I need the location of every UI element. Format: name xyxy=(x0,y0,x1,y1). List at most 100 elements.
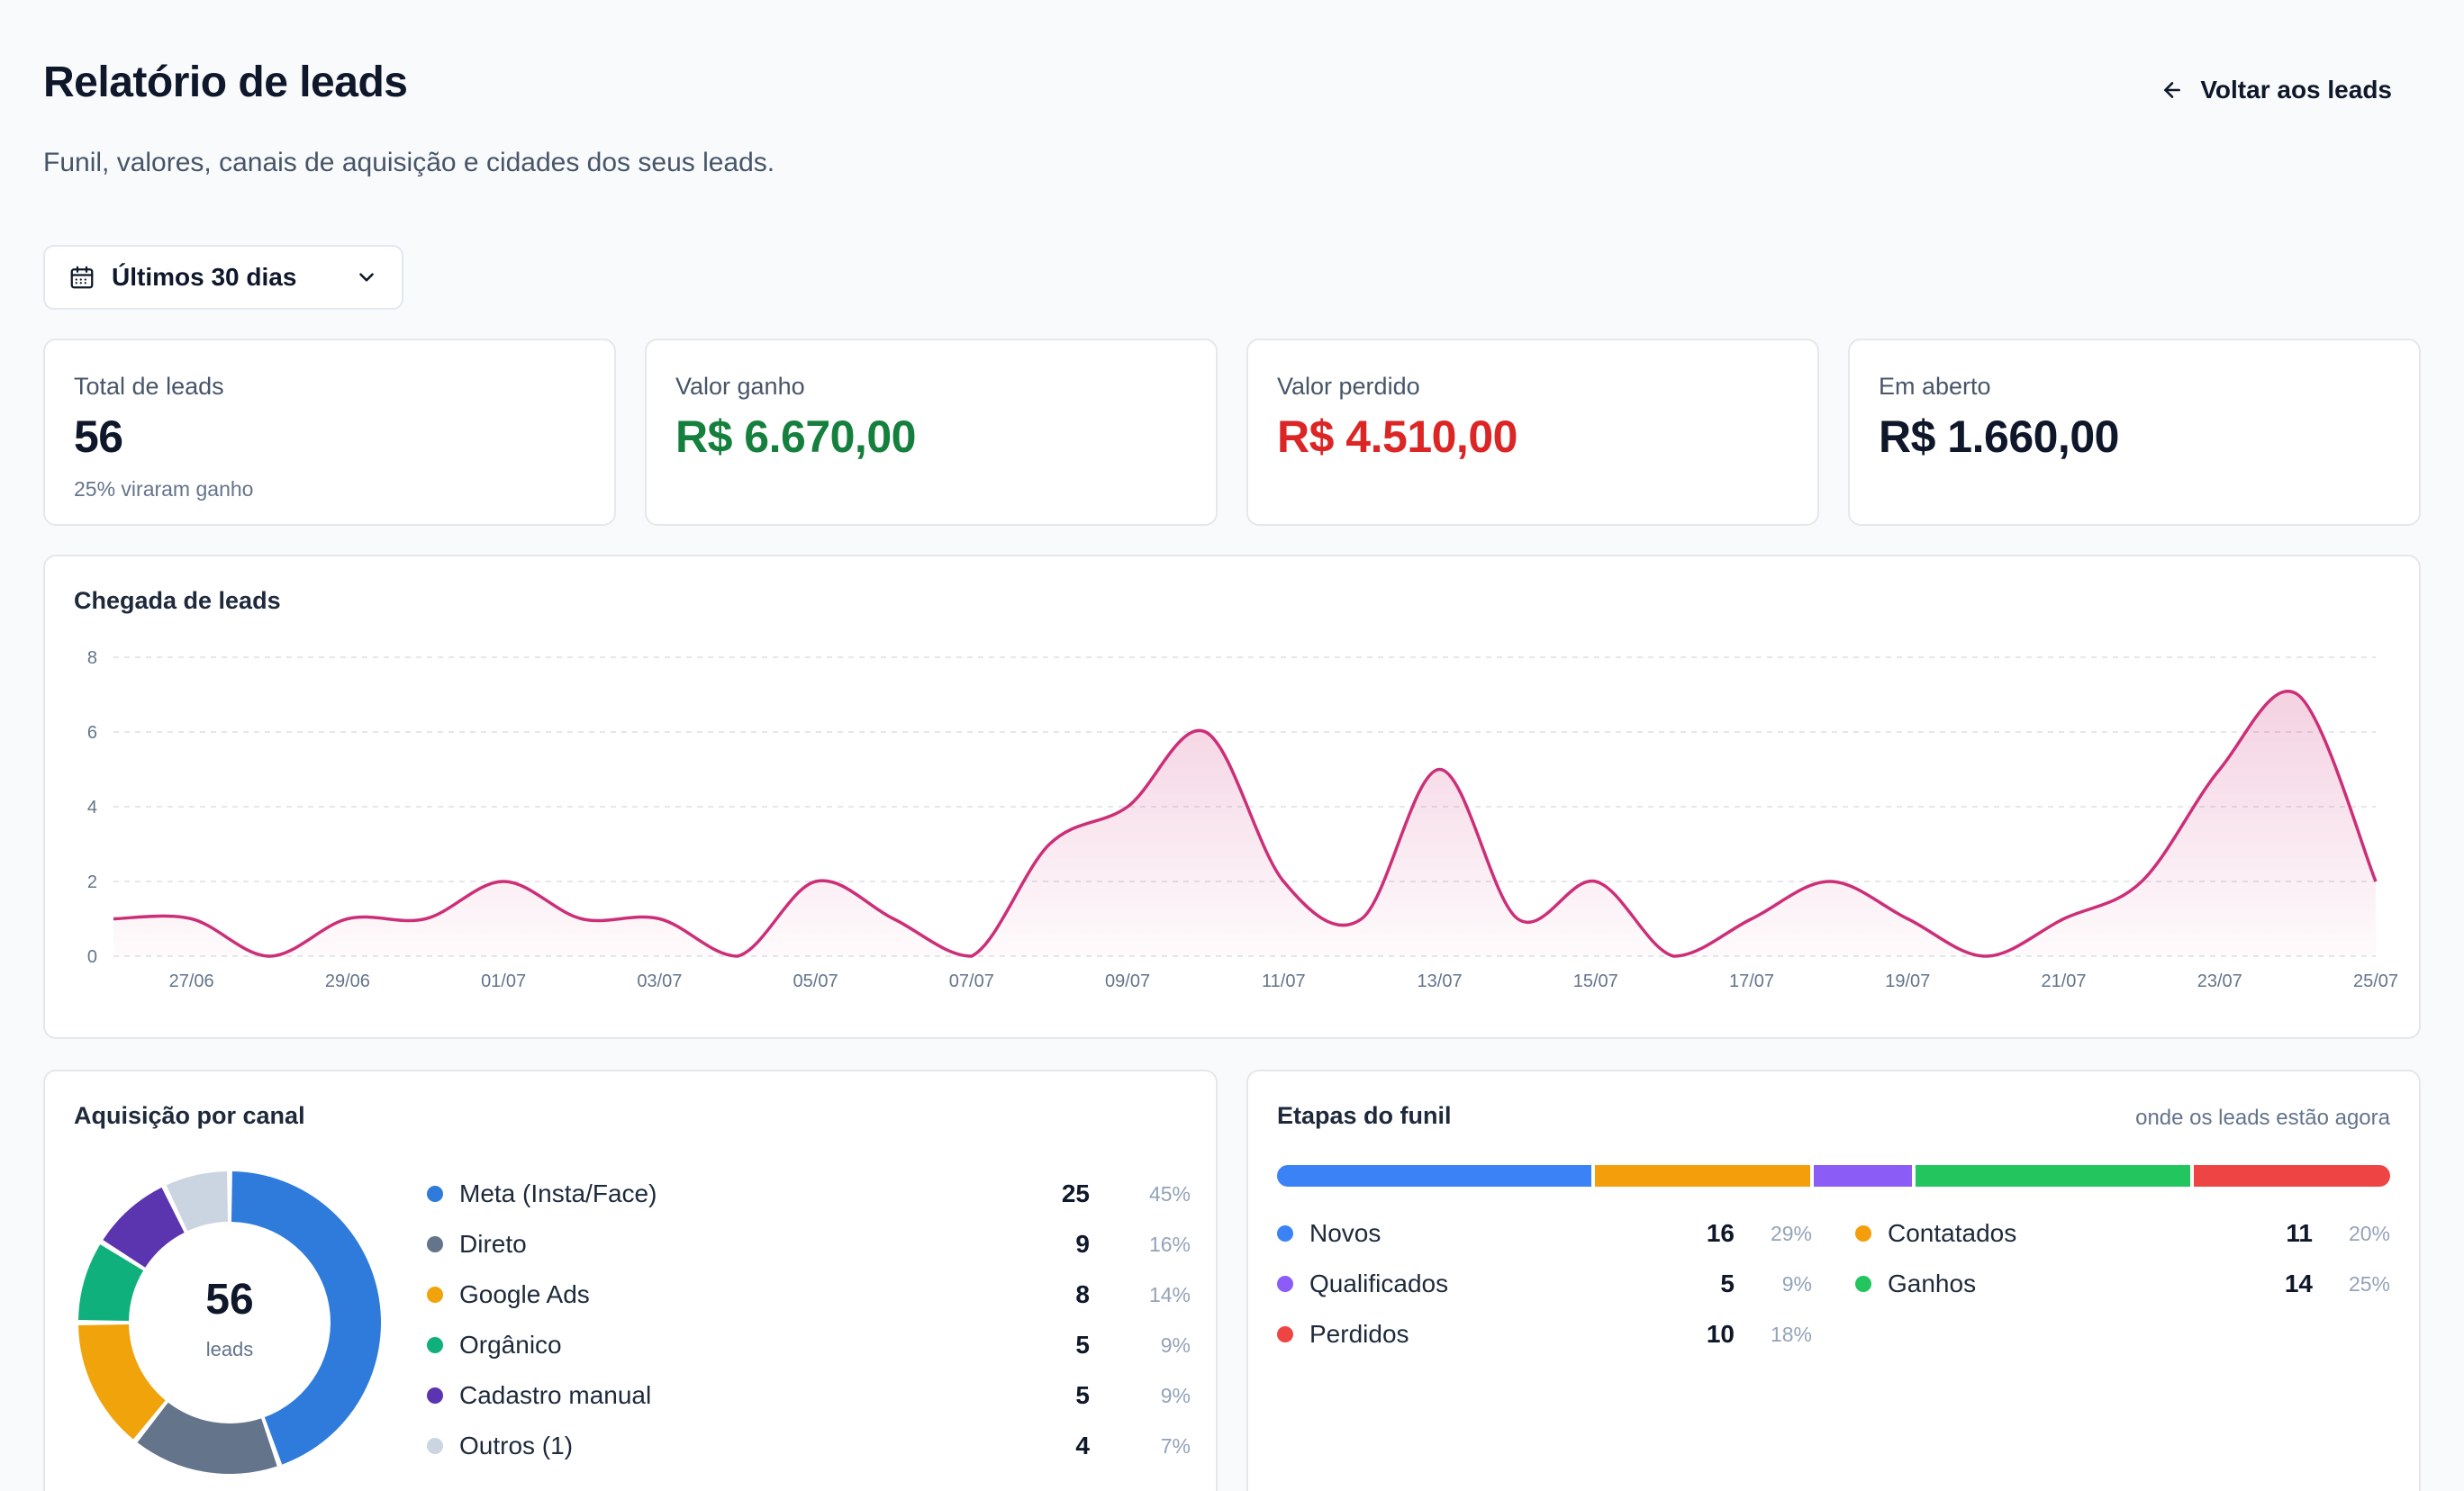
channel-pct: 9% xyxy=(1160,1383,1191,1407)
y-tick-label: 8 xyxy=(87,648,97,668)
kpi-card-total-leads: Total de leads 56 25% viraram ganho xyxy=(43,339,616,526)
channel-name: Google Ads xyxy=(459,1280,590,1308)
funnel-legend-item: Perdidos 10 18% xyxy=(1277,1316,1812,1352)
legend-dot xyxy=(1277,1225,1293,1242)
donut-slice xyxy=(103,1187,185,1268)
stage-name: Perdidos xyxy=(1309,1320,1409,1348)
chevron-down-icon xyxy=(359,273,374,282)
channel-legend-item: Outros (1) 4 7% xyxy=(427,1428,1191,1464)
leads-arrival-card: Chegada de leads 0 2 4 6 8 27/06 29/06 01/07 03/… xyxy=(43,555,2421,1039)
x-tick-label: 01/07 xyxy=(481,971,526,991)
x-tick-label: 17/07 xyxy=(1729,971,1774,991)
funnel-legend-item: Contatados 11 20% xyxy=(1855,1215,2390,1252)
kpi-value: 56 xyxy=(74,411,123,462)
stage-count: 5 xyxy=(1720,1270,1735,1297)
channel-count: 4 xyxy=(1075,1432,1090,1459)
x-tick-label: 23/07 xyxy=(2197,971,2242,991)
channel-pct: 45% xyxy=(1148,1181,1191,1206)
stage-pct: 29% xyxy=(1770,1221,1812,1245)
x-tick-label: 09/07 xyxy=(1105,971,1150,991)
legend-dot xyxy=(1855,1276,1871,1292)
channel-legend-item: Google Ads 8 14% xyxy=(427,1277,1191,1313)
kpi-card-won-value: Valor ganho R$ 6.670,00 xyxy=(645,339,1218,526)
x-tick-label: 15/07 xyxy=(1573,971,1618,991)
donut-total: 56 xyxy=(205,1276,254,1324)
funnel-bar-segment xyxy=(1277,1165,1591,1187)
legend-dot xyxy=(427,1387,443,1404)
series-line xyxy=(113,690,2378,958)
x-tick-label: 13/07 xyxy=(1418,971,1463,991)
x-tick-label: 07/07 xyxy=(949,971,994,991)
kpi-value: R$ 6.670,00 xyxy=(675,411,916,462)
funnel-legend-item: Qualificados 5 9% xyxy=(1277,1266,1812,1302)
kpi-label: Valor ganho xyxy=(675,373,805,400)
channel-pct: 14% xyxy=(1148,1282,1191,1306)
channel-name: Orgânico xyxy=(459,1331,562,1359)
x-tick-label: 25/07 xyxy=(2353,971,2398,991)
legend-dot xyxy=(427,1337,443,1353)
funnel-bar-segment xyxy=(1814,1165,1913,1187)
legend-dot xyxy=(1855,1225,1871,1242)
y-tick-label: 0 xyxy=(87,947,97,967)
x-tick-label: 03/07 xyxy=(637,971,682,991)
stage-name: Novos xyxy=(1309,1219,1381,1247)
funnel-legend-item: Novos 16 29% xyxy=(1277,1215,1812,1252)
kpi-note: 25% viraram ganho xyxy=(74,477,254,501)
calendar-icon xyxy=(70,266,94,289)
back-link-label: Voltar aos leads xyxy=(2200,76,2392,104)
leads-arrival-title: Chegada de leads xyxy=(74,587,281,614)
channel-name: Cadastro manual xyxy=(459,1381,652,1409)
kpi-card-lost-value: Valor perdido R$ 4.510,00 xyxy=(1246,339,1819,526)
channel-count: 5 xyxy=(1075,1381,1090,1409)
donut-slice xyxy=(231,1171,382,1465)
donut-slice xyxy=(166,1171,229,1232)
x-tick-label: 29/06 xyxy=(325,971,370,991)
channel-legend-item: Cadastro manual 5 9% xyxy=(427,1378,1191,1414)
funnel-bar-segment xyxy=(1594,1165,1811,1187)
legend-dot xyxy=(427,1236,443,1252)
stage-name: Qualificados xyxy=(1309,1270,1449,1297)
donut-slice xyxy=(137,1402,277,1474)
x-tick-label: 21/07 xyxy=(2041,971,2086,991)
stage-count: 11 xyxy=(2286,1219,2313,1247)
x-tick-label: 27/06 xyxy=(169,971,214,991)
y-tick-label: 2 xyxy=(87,872,97,892)
channel-name: Meta (Insta/Face) xyxy=(459,1179,657,1207)
period-select[interactable]: Últimos 30 dias xyxy=(43,245,403,310)
channel-name: Outros (1) xyxy=(459,1432,574,1459)
funnel-card: Etapas do funil onde os leads estão agor… xyxy=(1246,1070,2421,1491)
page-subtitle: Funil, valores, canais de aquisição e ci… xyxy=(43,148,775,177)
channel-count: 25 xyxy=(1061,1179,1090,1207)
channel-pct: 7% xyxy=(1160,1433,1191,1458)
funnel-hint: onde os leads estão agora xyxy=(2135,1106,2390,1130)
y-tick-label: 6 xyxy=(87,723,97,743)
kpi-label: Total de leads xyxy=(74,373,224,400)
channel-pct: 9% xyxy=(1160,1333,1191,1357)
leads-arrival-chart: 0 2 4 6 8 27/06 29/06 01/07 03/07 05/07 07/07 09/07… xyxy=(87,648,2398,991)
stage-pct: 9% xyxy=(1781,1271,1812,1296)
stage-count: 16 xyxy=(1706,1219,1735,1247)
donut-total-unit: leads xyxy=(205,1338,254,1360)
funnel-bar-segment xyxy=(2194,1165,2390,1187)
channels-card: Aquisição por canal 56 leads Meta (Insta… xyxy=(43,1070,1218,1491)
legend-dot xyxy=(427,1186,443,1202)
channel-legend-item: Meta (Insta/Face) 25 45% xyxy=(427,1176,1191,1212)
donut-slice xyxy=(78,1324,166,1440)
channel-count: 8 xyxy=(1075,1280,1090,1308)
channels-title: Aquisição por canal xyxy=(74,1102,305,1129)
funnel-title: Etapas do funil xyxy=(1277,1102,1452,1129)
series-area xyxy=(113,691,2376,956)
stage-count: 14 xyxy=(2284,1270,2313,1297)
back-to-leads-link[interactable]: Voltar aos leads xyxy=(2161,76,2392,104)
channel-name: Direto xyxy=(459,1230,527,1258)
stage-pct: 18% xyxy=(1770,1322,1812,1346)
kpi-value: R$ 1.660,00 xyxy=(1879,411,2119,462)
channel-count: 5 xyxy=(1075,1331,1090,1359)
arrow-left-icon xyxy=(2164,82,2181,98)
funnel-stacked-bar xyxy=(1277,1165,2390,1187)
x-tick-label: 05/07 xyxy=(793,971,838,991)
kpi-label: Valor perdido xyxy=(1277,373,1420,400)
channels-donut-chart xyxy=(78,1171,382,1474)
legend-dot xyxy=(1277,1276,1293,1292)
kpi-value: R$ 4.510,00 xyxy=(1277,411,1517,462)
